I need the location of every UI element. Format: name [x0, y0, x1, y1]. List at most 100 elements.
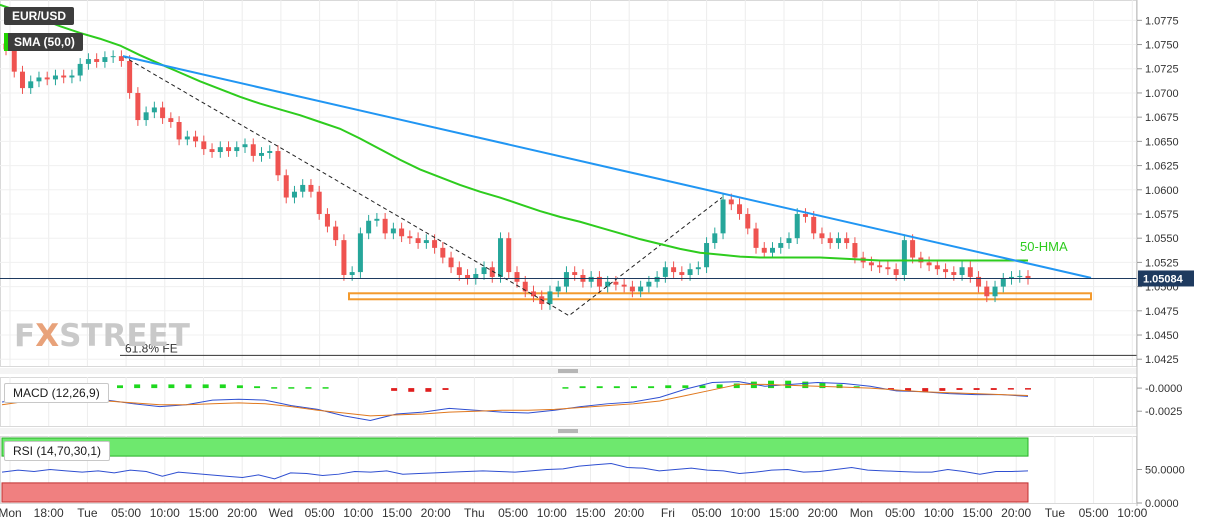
- candle-body: [885, 267, 891, 270]
- candle-body: [704, 243, 710, 268]
- candle-body: [349, 272, 355, 275]
- price-panel[interactable]: 61.8% FE 50-HMA: [0, 3, 1137, 356]
- swing-path: [122, 55, 723, 317]
- candle-body: [613, 281, 619, 285]
- x-tick-label: 05:00: [885, 506, 915, 520]
- y-tick-label: 1.0725: [1145, 64, 1179, 76]
- support-zone: [348, 292, 1092, 301]
- candle-body: [605, 281, 611, 287]
- candle-body: [1017, 275, 1023, 277]
- candle-body: [588, 276, 594, 282]
- candle-body: [308, 184, 314, 192]
- candle-body: [184, 136, 190, 140]
- candle-body: [712, 233, 718, 244]
- x-tick-label: 10:00: [150, 506, 180, 520]
- candle-body: [415, 238, 421, 244]
- candle-body: [69, 75, 75, 78]
- y-tick-label: 1.0525: [1145, 257, 1179, 269]
- x-tick-label: 05:00: [1079, 506, 1109, 520]
- candle-body: [36, 77, 42, 82]
- candle-body: [547, 291, 553, 305]
- candle-body: [910, 240, 916, 258]
- macd-panel[interactable]: [1, 380, 1031, 421]
- macd-histogram-bar: [630, 386, 637, 389]
- candle-body: [77, 63, 83, 76]
- x-tick-label: 18:00: [34, 506, 64, 520]
- y-tick-label: 1.0475: [1145, 306, 1179, 318]
- candle-body: [481, 267, 487, 275]
- candle-body: [893, 269, 899, 275]
- candle-body: [110, 56, 116, 58]
- candle-body: [530, 291, 536, 297]
- rsi-panel[interactable]: [1, 437, 1029, 503]
- sma-color-swatch: [4, 33, 8, 51]
- candle-body: [102, 57, 108, 62]
- y-tick-label: 1.0425: [1145, 354, 1179, 366]
- candle-body: [671, 267, 677, 273]
- macd-histogram-bar: [202, 384, 209, 389]
- macd-histogram-bar: [117, 385, 123, 389]
- candle-body: [506, 238, 512, 273]
- candle-body: [695, 267, 701, 270]
- y-tick-label: 1.0550: [1145, 233, 1179, 245]
- candle-body: [473, 274, 479, 279]
- macd-histogram-bar: [288, 387, 295, 389]
- candle-body: [168, 118, 174, 122]
- candle-body: [118, 56, 124, 61]
- candle-body: [596, 276, 602, 287]
- x-tick-label: 15:00: [188, 506, 218, 520]
- macd-histogram-bar: [271, 387, 278, 389]
- candle-body: [1000, 278, 1006, 287]
- macd-line: [1, 381, 1029, 421]
- macd-histogram-bar: [442, 388, 449, 390]
- candle-body: [926, 262, 932, 266]
- candle-body: [1009, 276, 1015, 279]
- candle-body: [448, 257, 454, 268]
- candle-body: [827, 238, 833, 244]
- macd-histogram-bar: [391, 388, 398, 391]
- candle-body: [679, 272, 685, 275]
- macd-histogram-bar: [699, 385, 706, 389]
- x-tick-label: 20:00: [808, 506, 838, 520]
- candle-body: [877, 265, 883, 268]
- candle-body: [687, 269, 693, 275]
- candle-body: [423, 240, 429, 244]
- candle-body: [275, 151, 281, 176]
- macd-histogram-bar: [716, 384, 723, 389]
- macd-histogram-bar: [939, 388, 946, 391]
- x-tick-label: Mon: [0, 506, 22, 520]
- candle-body: [720, 199, 726, 234]
- candle-body: [802, 213, 808, 217]
- candle-body: [976, 276, 982, 287]
- x-tick-label: 15:00: [575, 506, 605, 520]
- candle-body: [127, 61, 133, 93]
- candle-body: [250, 144, 256, 156]
- rsi-y-tick-label: 0.0000: [1145, 498, 1179, 510]
- candle-body: [794, 213, 800, 239]
- x-tick-label: 10:00: [1117, 506, 1147, 520]
- candle-body: [407, 236, 413, 239]
- candle-body: [176, 122, 182, 140]
- x-tick-label: 10:00: [537, 506, 567, 520]
- candle-body: [662, 267, 668, 277]
- candle-body: [440, 247, 446, 258]
- candle-body: [44, 77, 50, 80]
- x-tick-label: 05:00: [692, 506, 722, 520]
- logo-prefix: F: [14, 318, 36, 354]
- candle-body: [761, 247, 767, 253]
- candle-body: [753, 228, 759, 248]
- candle-body: [234, 147, 240, 152]
- x-tick-label: Tue: [77, 506, 98, 520]
- macd-histogram-bar: [973, 388, 980, 390]
- y-tick-label: 1.0625: [1145, 161, 1179, 173]
- macd-histogram-bar: [408, 388, 415, 392]
- candle-body: [357, 233, 363, 273]
- macd-histogram-bar: [151, 384, 158, 389]
- fe-level-label: 61.8% FE: [125, 341, 178, 355]
- candle-body: [728, 199, 734, 205]
- candle-body: [654, 276, 660, 282]
- candle-body: [811, 216, 817, 234]
- candle-body: [934, 265, 940, 270]
- axes: Mon 18:00 Tue 05:00 10:00 15:00 20:00 Wed 05:00 1…: [0, 0, 1194, 520]
- candle-body: [967, 267, 973, 277]
